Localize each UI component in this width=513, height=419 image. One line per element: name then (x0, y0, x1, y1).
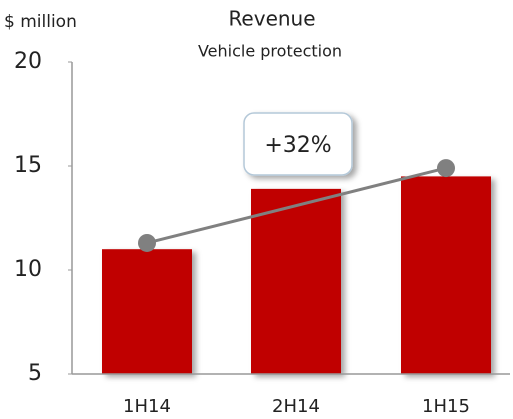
chart-title: Revenue (228, 7, 315, 31)
x-tick-label: 1H14 (123, 396, 171, 417)
bar (102, 249, 192, 374)
y-tick-label: 5 (28, 361, 42, 386)
y-tick-label: 20 (14, 49, 42, 74)
y-tick-label: 15 (14, 153, 42, 178)
x-tick-label: 2H14 (272, 396, 320, 417)
bar (401, 176, 491, 374)
line-point (437, 159, 455, 178)
annotation: +32% (264, 133, 331, 158)
bar (251, 188, 341, 374)
y-tick-label: 10 (14, 257, 42, 282)
line-point (138, 233, 156, 252)
chart-subtitle: Vehicle protection (198, 42, 342, 61)
y-axis-label: $ million (4, 12, 77, 32)
line (146, 166, 447, 245)
annotation-box (243, 112, 353, 176)
x-tick-label: 1H15 (422, 396, 470, 417)
